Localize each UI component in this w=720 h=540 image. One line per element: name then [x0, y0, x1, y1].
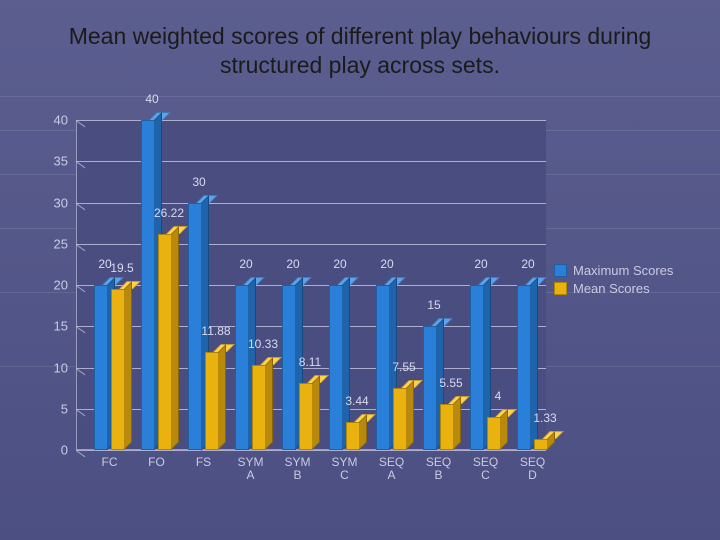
bar	[423, 326, 437, 450]
x-tick-label: SEQ D	[520, 456, 545, 482]
value-label: 40	[145, 92, 158, 106]
bar	[517, 285, 531, 450]
bar	[329, 285, 343, 450]
bar	[470, 285, 484, 450]
bar	[141, 120, 155, 450]
value-label: 20	[521, 257, 534, 271]
legend-item: Mean Scores	[554, 281, 684, 296]
x-tick-label: SYM A	[237, 456, 263, 482]
y-tick-label: 35	[36, 154, 68, 169]
legend-label: Maximum Scores	[573, 263, 673, 278]
x-tick-label: SYM B	[284, 456, 310, 482]
value-label: 1.33	[533, 411, 556, 425]
bar	[111, 289, 125, 450]
value-label: 3.44	[345, 394, 368, 408]
x-tick-label: SEQ B	[426, 456, 451, 482]
bar-container: 2019.54026.223011.882010.33208.11203.442…	[76, 120, 546, 450]
bar	[393, 388, 407, 450]
legend-item: Maximum Scores	[554, 263, 684, 278]
bar	[158, 234, 172, 450]
slide: Mean weighted scores of different play b…	[0, 0, 720, 540]
value-label: 5.55	[439, 376, 462, 390]
bar	[235, 285, 249, 450]
value-label: 20	[239, 257, 252, 271]
value-label: 20	[380, 257, 393, 271]
value-label: 30	[192, 175, 205, 189]
y-tick-label: 10	[36, 360, 68, 375]
title-line-2: structured play across sets.	[220, 52, 500, 78]
bar	[205, 352, 219, 450]
x-tick-label: FO	[148, 456, 165, 469]
bar	[188, 203, 202, 451]
y-tick-label: 0	[36, 443, 68, 458]
bg-line	[0, 96, 720, 97]
bar	[252, 365, 266, 450]
value-label: 8.11	[299, 355, 321, 369]
value-label: 26.22	[154, 206, 184, 220]
bar	[534, 439, 548, 450]
bar	[487, 417, 501, 450]
y-tick-label: 25	[36, 236, 68, 251]
legend-label: Mean Scores	[573, 281, 650, 296]
y-tick-label: 5	[36, 401, 68, 416]
value-label: 20	[474, 257, 487, 271]
bar	[440, 404, 454, 450]
legend-swatch	[554, 264, 567, 277]
value-label: 15	[427, 298, 440, 312]
x-tick-label: SYM C	[331, 456, 357, 482]
y-tick-label: 15	[36, 319, 68, 334]
bar	[282, 285, 296, 450]
value-label: 4	[495, 389, 502, 403]
value-label: 7.55	[392, 360, 415, 374]
x-tick-label: SEQ C	[473, 456, 498, 482]
value-label: 20	[333, 257, 346, 271]
y-tick-label: 30	[36, 195, 68, 210]
y-tick-label: 20	[36, 278, 68, 293]
x-tick-label: FS	[196, 456, 211, 469]
y-axis-ticks: 0510152025303540	[36, 120, 72, 450]
value-label: 10.33	[248, 337, 278, 351]
chart-title: Mean weighted scores of different play b…	[0, 22, 720, 80]
value-label: 20	[286, 257, 299, 271]
legend-swatch	[554, 282, 567, 295]
bar	[299, 383, 313, 450]
bar	[376, 285, 390, 450]
legend: Maximum Scores Mean Scores	[554, 260, 684, 299]
value-label: 19.5	[110, 261, 133, 275]
title-line-1: Mean weighted scores of different play b…	[69, 23, 652, 49]
bar	[94, 285, 108, 450]
plot-region: 2019.54026.223011.882010.33208.11203.442…	[76, 120, 546, 450]
x-axis-ticks: FC FO FS SYM A SYM B SYM C SEQ A SEQ B SEQ C SEQ …	[76, 454, 546, 494]
bar	[346, 422, 360, 450]
y-tick-label: 40	[36, 113, 68, 128]
value-label: 11.88	[201, 324, 230, 338]
grid-line	[76, 450, 546, 451]
chart-area: 0510152025303540 2019.54026.223011.88201…	[36, 110, 684, 510]
x-tick-label: FC	[102, 456, 118, 469]
x-tick-label: SEQ A	[379, 456, 404, 482]
